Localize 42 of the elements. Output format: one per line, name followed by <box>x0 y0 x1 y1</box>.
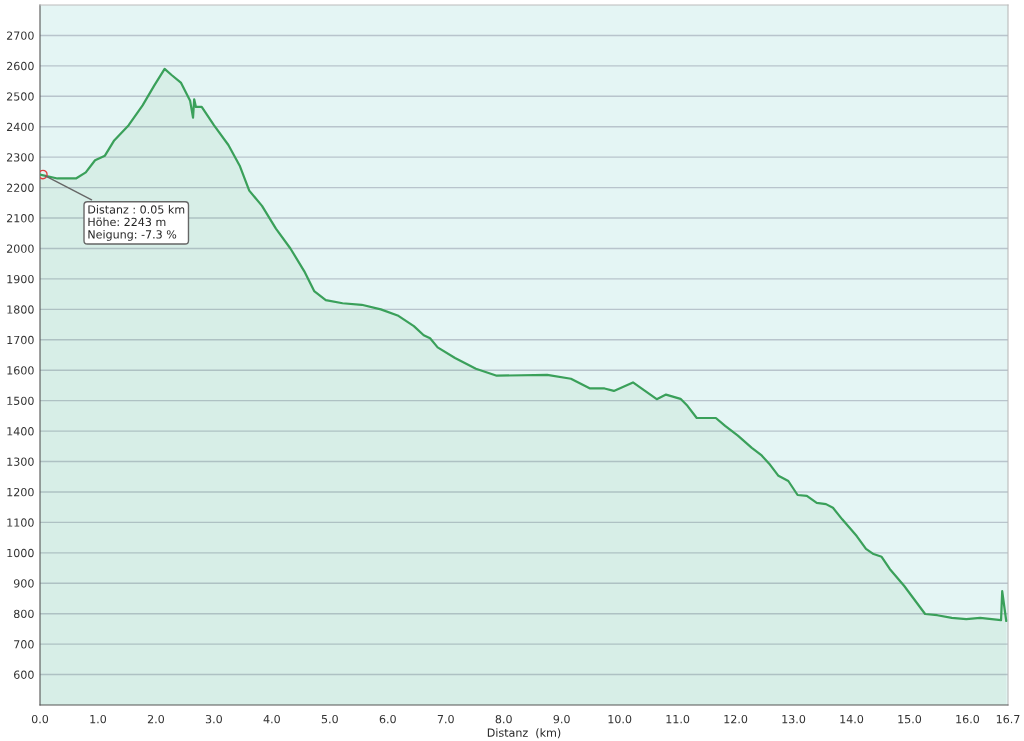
y-tick-label: 1900 <box>7 274 34 284</box>
y-tick-label: 2500 <box>6 92 34 101</box>
y-tick-label: 1300 <box>7 457 34 466</box>
y-tick-label: 2300 <box>6 153 34 162</box>
y-tick-label: 1600 <box>7 366 34 375</box>
x-tick-label: 9.0 <box>553 714 570 724</box>
y-tick-label: 2400 <box>6 122 34 132</box>
x-tick-label: 1.0 <box>90 714 107 724</box>
x-tick-label: 3.0 <box>205 714 222 724</box>
x-tick-label: 6.0 <box>379 714 396 724</box>
x-tick-label: 12.0 <box>724 714 748 724</box>
x-tick-label: 4.0 <box>263 714 280 724</box>
x-tick-label: 15.0 <box>898 714 922 724</box>
y-tick-label: 2200 <box>6 183 34 192</box>
x-tick-label: 2.0 <box>147 714 165 724</box>
x-tick-label: 14.0 <box>840 714 864 724</box>
y-tick-label: 600 <box>14 670 34 679</box>
x-tick-label: 13.0 <box>782 714 806 724</box>
x-tick-label: 7.0 <box>437 714 454 724</box>
y-tick-label: 2600 <box>6 61 34 71</box>
x-axis-title: Distanz (km) <box>487 728 561 739</box>
y-tick-label: 2700 <box>6 31 34 40</box>
y-tick-label: 900 <box>13 579 34 588</box>
y-tick-label: 1100 <box>7 518 34 527</box>
y-tick-label: 700 <box>14 640 34 649</box>
annotation: Distanz : 0.05 km Höhe: 2243 m Neigung: -7.3 % <box>88 205 185 241</box>
y-tick-label: 2000 <box>6 244 34 253</box>
y-tick-label: 1400 <box>7 427 34 436</box>
x-tick-label: 0.0 <box>31 714 49 724</box>
x-tick-label: 5.0 <box>321 714 338 724</box>
y-tick-label: 1200 <box>7 487 34 497</box>
y-tick-label: 1700 <box>7 335 34 345</box>
y-tick-label: 800 <box>13 609 34 619</box>
y-tick-label: 1000 <box>7 548 34 558</box>
y-tick-label: 1800 <box>7 305 34 314</box>
x-tick-label: 16.0 <box>956 714 980 724</box>
x-tick-label: 16.7 <box>996 714 1020 724</box>
x-tick-label: 8.0 <box>495 714 512 724</box>
y-tick-label: 1500 <box>7 396 34 406</box>
x-tick-label: 10.0 <box>608 714 632 724</box>
x-tick-label: 11.0 <box>666 714 690 724</box>
y-tick-label: 2100 <box>6 214 34 223</box>
